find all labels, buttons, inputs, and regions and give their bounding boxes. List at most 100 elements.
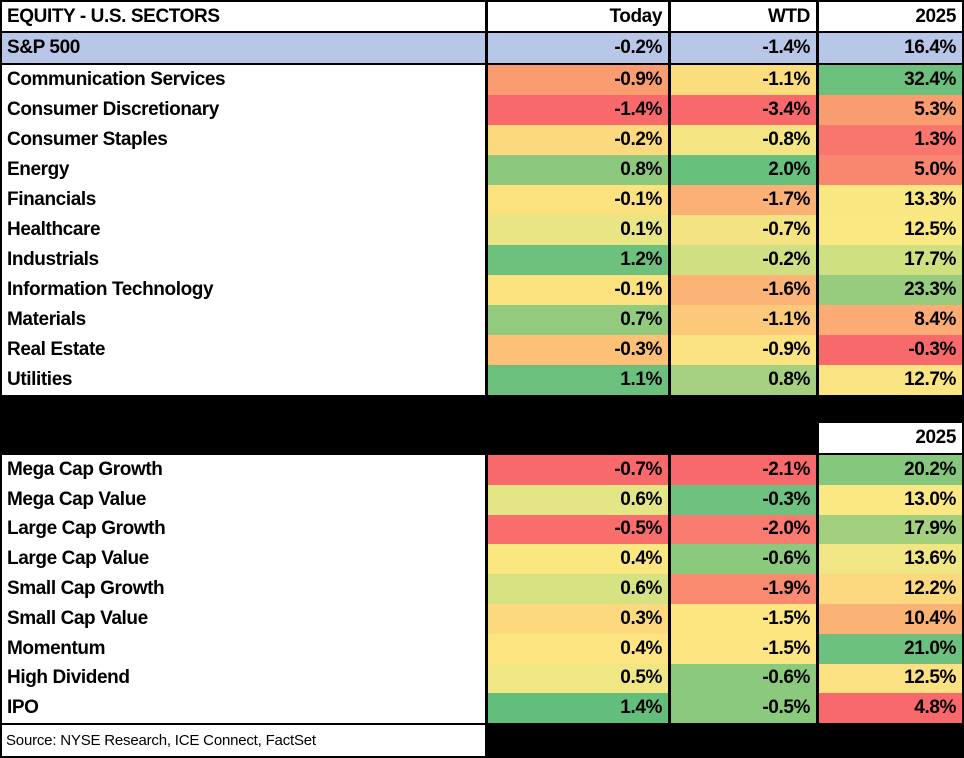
ytd-cell: 17.9% [819,514,962,545]
sector-row: Materials 0.7% -1.1% 8.4% [2,305,962,335]
style-row: Mega Cap Growth -0.7% -2.1% 20.2% [2,455,962,485]
ytd-cell: 21.0% [819,633,962,664]
today-cell: 0.3% [488,603,668,634]
row-label: IPO [2,693,485,724]
row-label: Materials [2,305,485,335]
today-cell: 1.4% [488,693,668,724]
ytd-cell: 1.3% [819,125,962,155]
sector-row: Communication Services -0.9% -1.1% 32.4% [2,65,962,95]
sector-row: Healthcare 0.1% -0.7% 12.5% [2,215,962,245]
today-cell: -0.1% [488,185,668,215]
wtd-cell: -0.8% [671,125,816,155]
col-header-wtd: WTD [671,2,816,31]
spacer-cell [488,423,668,453]
wtd-cell: -0.6% [671,544,816,575]
sector-row: Real Estate -0.3% -0.9% -0.3% [2,335,962,365]
today-cell: 0.5% [488,663,668,694]
style-row: Small Cap Value 0.3% -1.5% 10.4% [2,603,962,634]
ytd-cell: 12.7% [819,365,962,395]
sector-row: Consumer Discretionary -1.4% -3.4% 5.3% [2,95,962,125]
today-cell: 0.4% [488,544,668,575]
row-label: Momentum [2,633,485,664]
today-cell: -0.2% [488,33,668,63]
wtd-cell: -2.1% [671,455,816,485]
today-cell: -0.2% [488,125,668,155]
ytd-cell: 12.2% [819,574,962,604]
row-label: Small Cap Value [2,603,485,634]
spacer-cell [671,725,816,756]
row-label: Information Technology [2,275,485,305]
divider [2,31,962,33]
wtd-cell: -0.5% [671,693,816,724]
ytd-cell: -0.3% [819,335,962,365]
styles-year-header: 2025 [819,423,962,453]
ytd-cell: 13.3% [819,185,962,215]
wtd-cell: 0.8% [671,365,816,395]
sector-rows-group: Communication Services -0.9% -1.1% 32.4% Con… [2,65,962,395]
sector-row: Information Technology -0.1% -1.6% 23.3% [2,275,962,305]
today-cell: -1.4% [488,95,668,125]
row-label: Small Cap Growth [2,574,485,604]
style-row: IPO 1.4% -0.5% 4.8% [2,693,962,724]
wtd-cell: -1.4% [671,33,816,63]
ytd-cell: 13.0% [819,484,962,515]
sector-row: Utilities 1.1% 0.8% 12.7% [2,365,962,395]
sector-row: Consumer Staples -0.2% -0.8% 1.3% [2,125,962,155]
ytd-cell: 5.0% [819,155,962,185]
wtd-cell: -1.5% [671,603,816,634]
row-label: High Dividend [2,663,485,694]
wtd-cell: -0.7% [671,215,816,245]
today-cell: 0.7% [488,305,668,335]
wtd-cell: -3.4% [671,95,816,125]
divider [2,63,962,65]
row-label: S&P 500 [2,33,485,63]
style-rows-group: Mega Cap Growth -0.7% -2.1% 20.2% Mega Cap V… [2,455,962,724]
row-label: Mega Cap Value [2,484,485,515]
today-cell: 0.1% [488,215,668,245]
ytd-cell: 12.5% [819,215,962,245]
wtd-cell: -0.3% [671,484,816,515]
today-cell: -0.9% [488,65,668,95]
today-cell: 0.4% [488,633,668,664]
row-label: Large Cap Growth [2,514,485,545]
section-gap [2,395,962,423]
today-cell: 1.2% [488,245,668,275]
ytd-cell: 20.2% [819,455,962,485]
row-label: Mega Cap Growth [2,455,485,485]
spacer-cell [488,725,668,756]
wtd-cell: -1.9% [671,574,816,604]
style-row: Mega Cap Value 0.6% -0.3% 13.0% [2,484,962,515]
header-row: EQUITY - U.S. SECTORS Today WTD 2025 [2,2,962,31]
wtd-cell: -0.9% [671,335,816,365]
style-row: Large Cap Growth -0.5% -2.0% 17.9% [2,514,962,545]
row-label: Energy [2,155,485,185]
source-text: Source: NYSE Research, ICE Connect, Fact… [2,725,485,756]
style-row: Momentum 0.4% -1.5% 21.0% [2,633,962,664]
spacer-cell [2,423,485,453]
today-cell: -0.5% [488,514,668,545]
sector-row: Financials -0.1% -1.7% 13.3% [2,185,962,215]
today-cell: 0.8% [488,155,668,185]
row-label: Large Cap Value [2,544,485,575]
wtd-cell: -1.1% [671,305,816,335]
wtd-cell: 2.0% [671,155,816,185]
divider [2,723,962,726]
ytd-cell: 13.6% [819,544,962,575]
wtd-cell: -1.1% [671,65,816,95]
ytd-cell: 4.8% [819,693,962,724]
ytd-cell: 32.4% [819,65,962,95]
today-cell: -0.3% [488,335,668,365]
ytd-cell: 5.3% [819,95,962,125]
col-header-2025: 2025 [819,2,962,31]
sector-row: Industrials 1.2% -0.2% 17.7% [2,245,962,275]
row-label: Real Estate [2,335,485,365]
table-title: EQUITY - U.S. SECTORS [2,2,485,31]
spacer-cell [671,423,816,453]
ytd-cell: 17.7% [819,245,962,275]
today-cell: 0.6% [488,574,668,604]
ytd-cell: 10.4% [819,603,962,634]
row-label: Healthcare [2,215,485,245]
ytd-cell: 16.4% [819,33,962,63]
style-row: Large Cap Value 0.4% -0.6% 13.6% [2,544,962,575]
